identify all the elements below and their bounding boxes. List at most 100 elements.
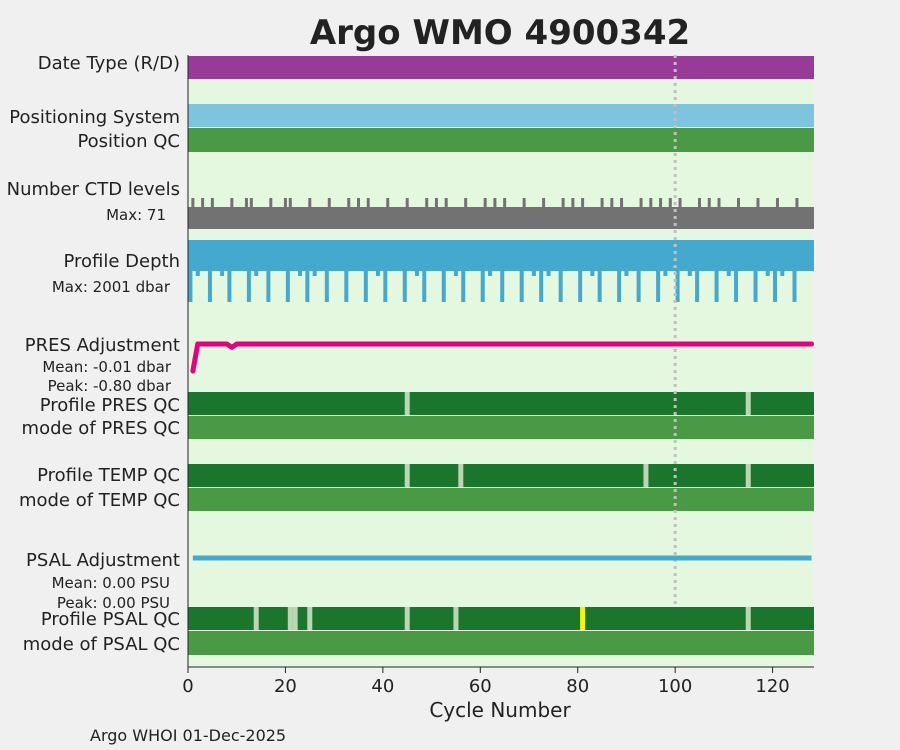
ctd-spike: [610, 198, 614, 208]
ctd-spike: [581, 198, 585, 208]
ctd-spike: [386, 198, 390, 208]
profile-temp-qc-gap: [745, 464, 751, 487]
ctd-spike: [620, 198, 624, 208]
depth-notch: [687, 270, 692, 276]
profile-pres-qc-gap: [745, 392, 751, 415]
profile-pres-qc-gap: [404, 392, 410, 415]
ctd-max-label: Max: 71: [106, 206, 166, 224]
row-label-psal-adjustment: PSAL Adjustment: [26, 550, 180, 571]
footer-text: Argo WHOI 01-Dec-2025: [90, 726, 286, 745]
ctd-spike: [503, 198, 507, 208]
ctd-spike: [795, 198, 799, 208]
ctd-spike: [347, 198, 351, 208]
row-label-position-qc: Position QC: [77, 131, 180, 152]
ctd-spike: [571, 198, 575, 208]
depth-deep-profile: [714, 270, 719, 302]
depth-deep-profile: [461, 270, 466, 302]
depth-deep-profile: [656, 270, 661, 302]
row-label-positioning-system: Positioning System: [9, 107, 180, 128]
chart-marks: [188, 56, 814, 655]
depth-notch: [726, 270, 731, 276]
x-tick-label: 80: [566, 676, 589, 697]
pres-mean-label: Mean: -0.01 dbar: [42, 358, 172, 376]
depth-notch: [312, 270, 317, 276]
depth-notch: [765, 270, 770, 276]
ctd-spike: [434, 198, 438, 208]
ctd-spike: [283, 198, 287, 208]
ctd-spike: [230, 198, 234, 208]
depth-deep-profile: [480, 270, 485, 302]
depth-deep-profile: [422, 270, 427, 302]
depth-deep-profile: [344, 270, 349, 302]
depth-deep-profile: [519, 270, 524, 302]
depth-deep-profile: [441, 270, 446, 302]
depth-deep-profile: [227, 270, 232, 302]
depth-notch: [298, 270, 303, 276]
x-axis: 0 20 40 60 80 100 120: [182, 55, 814, 697]
ctd-spike: [357, 198, 361, 208]
depth-deep-profile: [675, 270, 680, 302]
profile-psal-qc-gap: [307, 607, 313, 630]
depth-deep-profile: [402, 270, 407, 302]
depth-deep-profile: [617, 270, 622, 302]
ctd-spike: [244, 198, 248, 208]
depth-notch: [663, 270, 668, 276]
profile-psal-qc-gap: [287, 607, 293, 630]
ctd-spike: [210, 198, 214, 208]
depth-deep-profile: [695, 270, 700, 302]
ctd-spike: [444, 198, 448, 208]
depth-notch: [414, 270, 419, 276]
row-label-date-type: Date Type (R/D): [38, 53, 180, 74]
ctd-spike: [649, 198, 653, 208]
profile-psal-qc-gap: [292, 607, 298, 630]
profile-pres-qc-bar: [188, 392, 814, 415]
depth-max-label: Max: 2001 dbar: [52, 278, 171, 296]
profile-temp-qc-bar: [188, 464, 814, 487]
depth-deep-profile: [207, 270, 212, 302]
ctd-base-bar: [188, 207, 814, 229]
ctd-spike: [464, 198, 468, 208]
profile-temp-qc-gap: [458, 464, 464, 487]
profile-temp-qc-gap: [404, 464, 410, 487]
profile-psal-qc-gap: [404, 607, 410, 630]
row-label-profile-temp-qc: Profile TEMP QC: [37, 465, 180, 486]
row-label-mode-pres-qc: mode of PRES QC: [22, 418, 180, 439]
depth-notch: [546, 270, 551, 276]
depth-deep-profile: [363, 270, 368, 302]
depth-deep-profile: [773, 270, 778, 302]
position-qc-bar: [188, 128, 814, 152]
depth-notch: [254, 270, 259, 276]
ctd-spike: [308, 198, 312, 208]
profile-psal-qc-gap: [745, 607, 751, 630]
mode-pres-qc-bar: [188, 416, 814, 439]
depth-deep-profile: [558, 270, 563, 302]
ctd-spike: [269, 198, 273, 208]
depth-deep-profile: [578, 270, 583, 302]
ctd-spike: [707, 198, 711, 208]
row-label-profile-pres-qc: Profile PRES QC: [40, 395, 180, 416]
x-tick-label: 100: [658, 676, 692, 697]
row-label-mode-psal-qc: mode of PSAL QC: [23, 634, 180, 655]
depth-deep-profile: [636, 270, 641, 302]
ctd-spike: [493, 198, 497, 208]
ctd-spike: [659, 198, 663, 208]
ctd-spike: [288, 198, 292, 208]
depth-deep-profile: [305, 270, 310, 302]
depth-notch: [375, 270, 380, 276]
pres-peak-label: Peak: -0.80 dbar: [48, 377, 172, 395]
ctd-spike: [668, 198, 672, 208]
mode-temp-qc-bar: [188, 488, 814, 511]
profile-psal-qc-gap: [453, 607, 459, 630]
x-tick-label: 60: [469, 676, 492, 697]
depth-notch: [624, 270, 629, 276]
ctd-spike: [775, 198, 779, 208]
x-tick-label: 20: [274, 676, 297, 697]
positioning-system-bar: [188, 104, 814, 127]
profile-psal-qc-gap: [253, 607, 259, 630]
profile-psal-qc-flag: [580, 607, 586, 630]
depth-deep-profile: [539, 270, 544, 302]
depth-deep-profile: [597, 270, 602, 302]
row-label-profile-depth: Profile Depth: [63, 251, 180, 272]
ctd-spike: [405, 198, 409, 208]
